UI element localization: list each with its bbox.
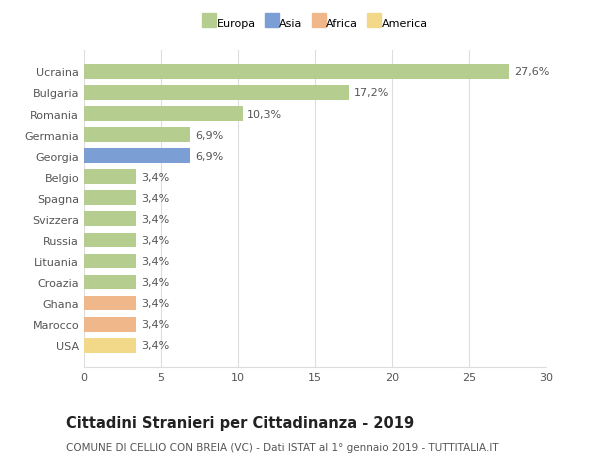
Text: 17,2%: 17,2% — [353, 88, 389, 98]
Bar — [84, 191, 136, 206]
Bar — [84, 233, 136, 248]
Text: 3,4%: 3,4% — [141, 319, 169, 330]
Bar — [84, 296, 136, 311]
Text: 3,4%: 3,4% — [141, 341, 169, 350]
Text: 6,9%: 6,9% — [195, 151, 223, 161]
Bar — [84, 170, 136, 185]
Text: 3,4%: 3,4% — [141, 277, 169, 287]
Text: 3,4%: 3,4% — [141, 235, 169, 246]
Bar — [84, 149, 190, 164]
Bar — [84, 338, 136, 353]
Text: 10,3%: 10,3% — [247, 109, 283, 119]
Text: 3,4%: 3,4% — [141, 257, 169, 266]
Bar — [84, 128, 190, 143]
Bar — [84, 86, 349, 101]
Legend: Europa, Asia, Africa, America: Europa, Asia, Africa, America — [199, 15, 431, 32]
Bar — [84, 107, 242, 122]
Text: COMUNE DI CELLIO CON BREIA (VC) - Dati ISTAT al 1° gennaio 2019 - TUTTITALIA.IT: COMUNE DI CELLIO CON BREIA (VC) - Dati I… — [66, 442, 499, 452]
Text: 3,4%: 3,4% — [141, 193, 169, 203]
Text: 27,6%: 27,6% — [514, 67, 549, 77]
Bar — [84, 317, 136, 332]
Text: Cittadini Stranieri per Cittadinanza - 2019: Cittadini Stranieri per Cittadinanza - 2… — [66, 415, 414, 431]
Bar — [84, 212, 136, 227]
Text: 3,4%: 3,4% — [141, 298, 169, 308]
Bar — [84, 254, 136, 269]
Text: 3,4%: 3,4% — [141, 214, 169, 224]
Bar — [84, 65, 509, 79]
Bar — [84, 275, 136, 290]
Text: 3,4%: 3,4% — [141, 172, 169, 182]
Text: 6,9%: 6,9% — [195, 130, 223, 140]
